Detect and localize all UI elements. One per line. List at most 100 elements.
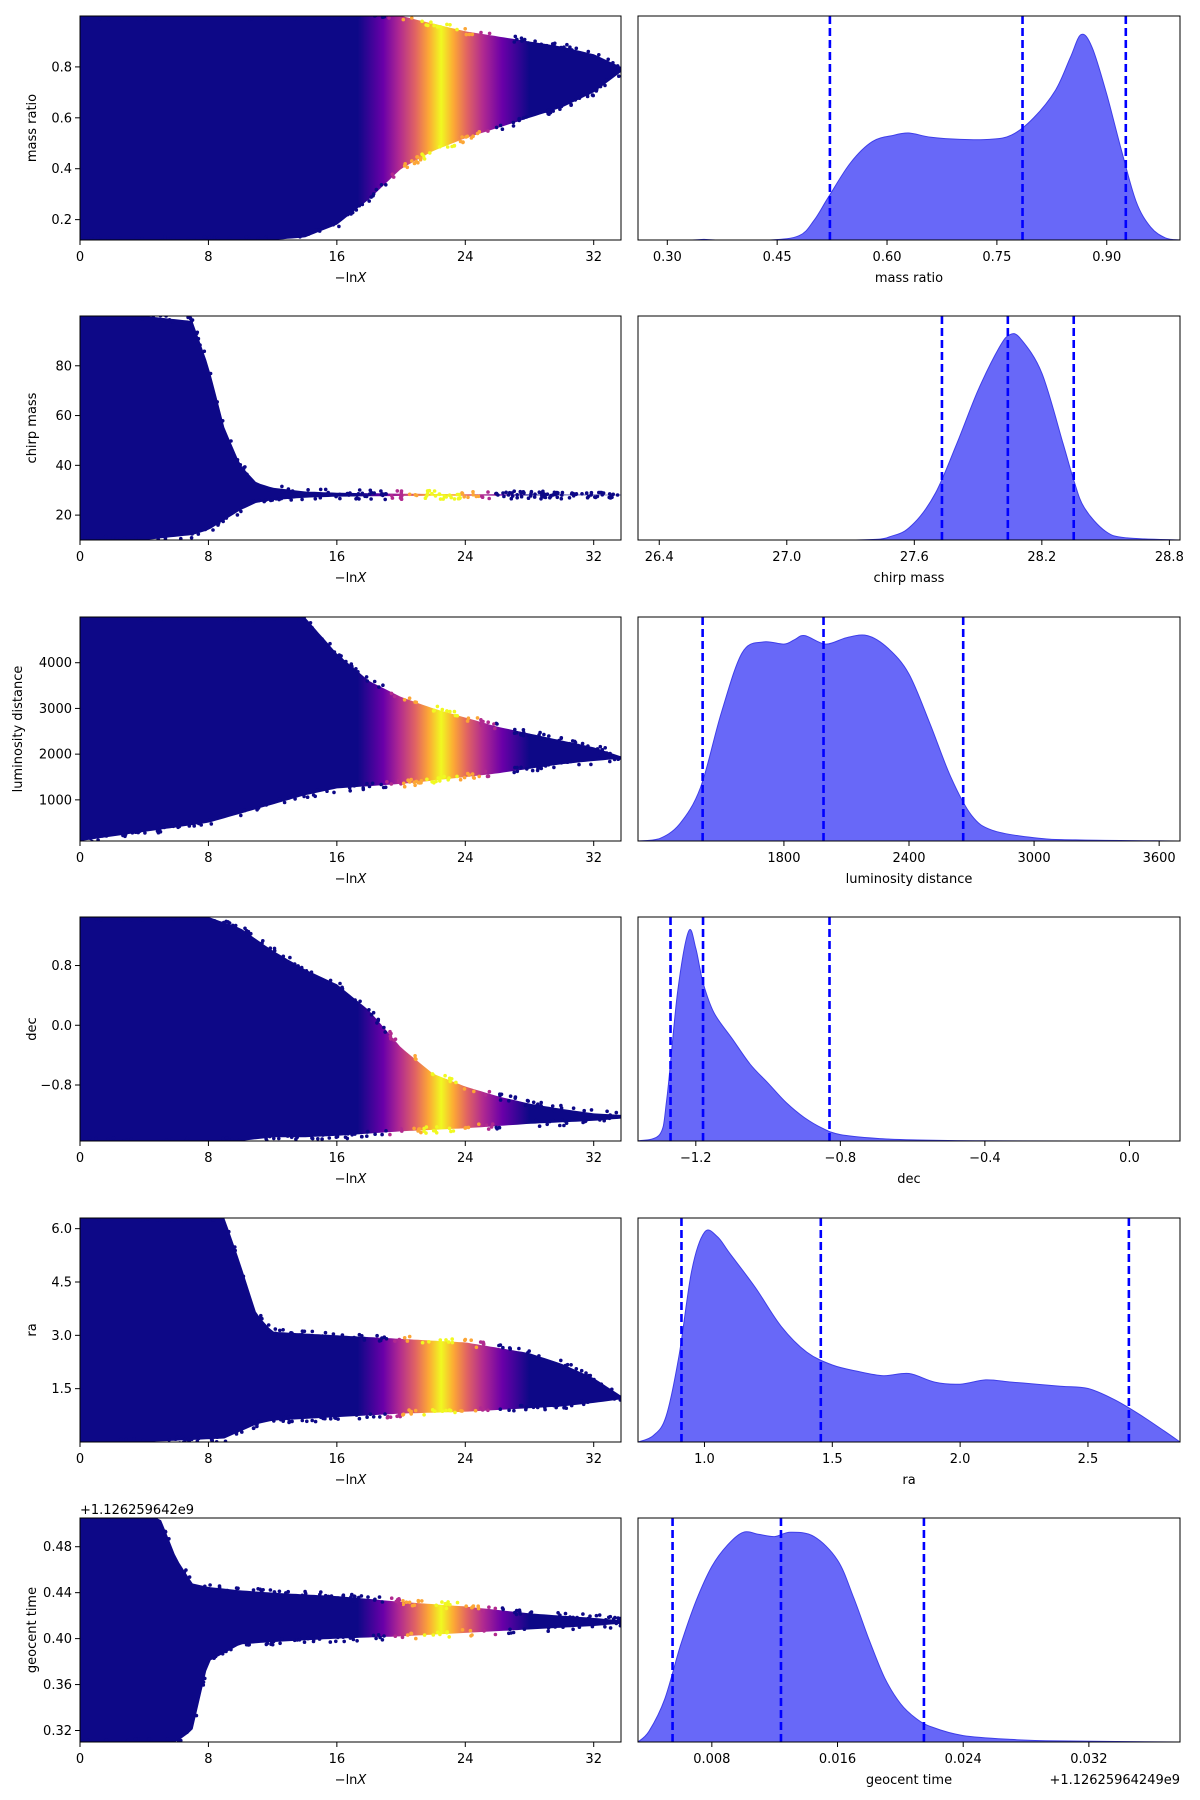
trace-sample-point: [522, 37, 527, 42]
trace-sample-point: [532, 763, 537, 767]
trace-sample-point: [217, 1585, 222, 1590]
trace-sample-point: [579, 1399, 584, 1403]
trace-sample-point: [468, 1628, 473, 1633]
trace-sample-point: [483, 769, 488, 774]
trace-sample-point: [538, 736, 542, 741]
trace-sample-point: [287, 495, 291, 500]
trace-sample-point: [597, 53, 601, 57]
trace-sample-point: [247, 1642, 251, 1647]
trace-sample-point: [141, 1519, 146, 1523]
trace-sample-point: [401, 1602, 406, 1607]
trace-sample-point: [306, 232, 311, 236]
trace-sample-point: [340, 1333, 345, 1337]
posterior-xtick-label: −0.4: [969, 1151, 1001, 1166]
trace-xlabel-prefix: −ln: [335, 571, 358, 586]
trace-sample-point: [177, 824, 182, 829]
trace-sample-point: [186, 241, 190, 245]
trace-sample-point: [467, 32, 472, 37]
trace-sample-point: [137, 613, 141, 617]
posterior-xlabel: ra: [902, 1473, 915, 1488]
trace-sample-point: [409, 1631, 414, 1636]
trace-sample-point: [603, 746, 607, 750]
trace-sample-point: [224, 1649, 228, 1654]
trace-sample-point: [498, 1407, 503, 1411]
trace-sample-point: [245, 472, 249, 477]
trace-ytick-label: 0.40: [43, 1632, 72, 1647]
trace-sample-point: [347, 786, 352, 790]
trace-sample-point: [280, 12, 284, 16]
trace-xtick-label: 32: [585, 851, 602, 866]
trace-sample-point: [229, 1137, 234, 1141]
trace-sample-point: [584, 1618, 588, 1623]
trace-sample-point: [138, 1214, 142, 1218]
trace-sample-point: [460, 135, 464, 139]
trace-sample-point: [545, 1122, 549, 1127]
trace-sample-point: [556, 1363, 561, 1368]
trace-sample-point: [389, 782, 394, 786]
trace-sample-point: [487, 31, 492, 36]
trace-sample-point: [454, 1080, 458, 1085]
trace-sample-point: [338, 17, 343, 21]
trace-ytick-label: −0.8: [40, 1079, 72, 1094]
trace-sample-point: [338, 492, 342, 497]
trace-sample-point: [413, 1054, 417, 1058]
trace-sample-point: [543, 764, 548, 768]
trace-sample-point: [555, 495, 560, 500]
trace-sample-point: [372, 491, 377, 495]
trace-sample-point: [111, 535, 115, 540]
trace-sample-point: [461, 140, 465, 145]
trace-sample-point: [446, 778, 451, 782]
trace-sample-point: [121, 833, 125, 838]
trace-sample-point: [277, 797, 282, 801]
trace-sample-point: [121, 1518, 126, 1522]
trace-sample-point: [422, 1413, 426, 1417]
trace-sample-point: [356, 492, 361, 496]
trace-sample-point: [407, 696, 412, 700]
trace-sample-point: [323, 1330, 328, 1335]
trace-sample-point: [320, 1334, 325, 1338]
trace-sample-point: [281, 1328, 285, 1332]
trace-sample-point: [545, 492, 550, 497]
trace-sample-point: [337, 224, 341, 229]
posterior-xtick-label: 28.8: [1155, 550, 1184, 565]
trace-sample-point: [109, 1218, 114, 1221]
trace-sample-point: [402, 1336, 407, 1340]
trace-sample-point: [547, 112, 551, 116]
trace-sample-point: [431, 1633, 436, 1637]
trace-sample-point: [405, 1339, 410, 1343]
trace-sample-point: [265, 1641, 270, 1646]
trace-sample-point: [133, 1737, 138, 1741]
trace-sample-point: [233, 1139, 237, 1141]
trace-sample-point: [310, 626, 314, 630]
trace-sample-point: [190, 532, 194, 536]
trace-sample-point: [607, 495, 611, 500]
trace-sample-point: [228, 512, 232, 516]
trace-sample-point: [524, 1405, 529, 1410]
trace-sample-point: [388, 1029, 392, 1034]
trace-sample-point: [323, 487, 328, 492]
trace-sample-point: [445, 22, 449, 27]
trace-sample-point: [316, 1137, 320, 1141]
trace-sample-point: [365, 1134, 369, 1138]
trace-sample-point: [104, 834, 109, 838]
trace-sample-point: [201, 1683, 206, 1687]
trace-sample-point: [610, 1387, 614, 1392]
trace-sample-point: [328, 1417, 333, 1421]
trace-sample-point: [567, 741, 572, 746]
trace-sample-point: [163, 1529, 168, 1534]
trace-sample-point: [618, 1398, 621, 1402]
trace-sample-point: [397, 780, 401, 784]
trace-sample-point: [342, 1639, 347, 1644]
trace-sample-point: [337, 1335, 342, 1340]
trace-sample-point: [212, 1656, 216, 1660]
trace-sample-point: [452, 144, 457, 148]
trace-sample-point: [526, 496, 531, 501]
trace-sample-point: [383, 785, 388, 790]
trace-sample-point: [88, 836, 93, 840]
trace-sample-point: [464, 135, 468, 139]
trace-sample-point: [599, 1114, 604, 1119]
trace-sample-cloud: [80, 1518, 621, 1742]
trace-sample-point: [590, 1624, 595, 1629]
trace-sample-point: [364, 675, 369, 679]
trace-sample-point: [133, 1214, 137, 1218]
